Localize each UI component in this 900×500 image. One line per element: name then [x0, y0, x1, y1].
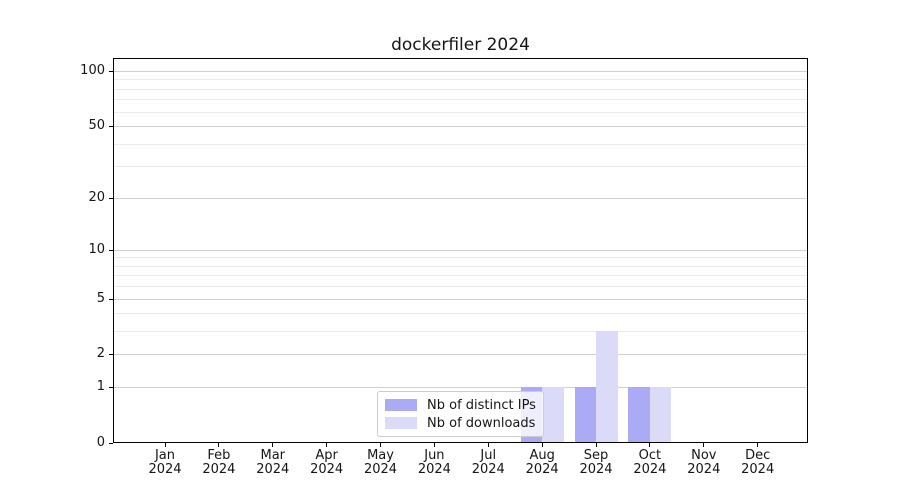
- bar-layer: [114, 59, 807, 442]
- x-tick-label: Jun 2024: [417, 448, 451, 477]
- x-tick-label: Jan 2024: [148, 448, 182, 477]
- minor-gridline: [114, 79, 807, 81]
- x-tick-mark: [326, 443, 328, 447]
- x-tick-mark: [164, 443, 166, 447]
- minor-gridline: [114, 166, 807, 168]
- y-tick-label: 50: [88, 118, 105, 134]
- minor-gridline: [114, 88, 807, 90]
- minor-gridline: [114, 331, 807, 333]
- major-gridline: [114, 249, 807, 251]
- x-tick-mark: [380, 443, 382, 447]
- y-tick-mark: [109, 298, 113, 300]
- y-tick-mark: [109, 354, 113, 356]
- legend-label-downloads: Nb of downloads: [427, 415, 536, 431]
- gridline-layer: [114, 59, 807, 442]
- y-tick-mark: [109, 387, 113, 389]
- legend: Nb of distinct IPs Nb of downloads: [377, 391, 544, 437]
- minor-gridline: [114, 265, 807, 267]
- x-tick-label: Sep 2024: [579, 448, 613, 477]
- x-tick-label: May 2024: [363, 448, 398, 477]
- x-tick-label: Nov 2024: [687, 448, 721, 477]
- legend-swatch-downloads: [385, 417, 417, 429]
- y-tick-label: 20: [88, 189, 105, 205]
- x-tick-mark: [541, 443, 543, 447]
- x-tick-label: Apr 2024: [310, 448, 344, 477]
- bar-downloads: [542, 387, 564, 442]
- bar-downloads: [596, 331, 618, 442]
- y-tick-mark: [109, 443, 113, 444]
- y-tick-label: 1: [96, 379, 105, 395]
- x-tick-label: Jul 2024: [471, 448, 505, 477]
- bar-distinct-ips: [628, 387, 650, 442]
- minor-gridline: [114, 99, 807, 101]
- y-tick-mark: [109, 249, 113, 251]
- bar-distinct-ips: [574, 387, 597, 442]
- legend-item-downloads: Nb of downloads: [385, 415, 543, 431]
- x-tick-label: Feb 2024: [202, 448, 236, 477]
- chart-title: dockerfiler 2024: [391, 35, 530, 55]
- x-tick-mark: [433, 443, 435, 447]
- x-tick-label: Oct 2024: [633, 448, 667, 477]
- y-tick-label: 5: [96, 290, 105, 306]
- x-tick-mark: [703, 443, 705, 447]
- minor-gridline: [114, 143, 807, 145]
- y-tick-label: 10: [88, 241, 105, 257]
- major-gridline: [114, 354, 807, 356]
- x-tick-mark: [649, 443, 651, 447]
- y-tick-label: 2: [96, 346, 105, 362]
- legend-item-distinct-ips: Nb of distinct IPs: [385, 397, 543, 413]
- y-tick-label: 100: [80, 62, 105, 78]
- major-gridline: [114, 387, 807, 389]
- minor-gridline: [114, 313, 807, 315]
- x-tick-label: Mar 2024: [256, 448, 290, 477]
- x-tick-label: Aug 2024: [525, 448, 559, 477]
- legend-label-distinct-ips: Nb of distinct IPs: [427, 397, 536, 413]
- minor-gridline: [114, 286, 807, 288]
- y-tick-mark: [109, 70, 113, 72]
- major-gridline: [114, 126, 807, 128]
- x-tick-label: Dec 2024: [741, 448, 775, 477]
- x-tick-mark: [218, 443, 220, 447]
- minor-gridline: [114, 257, 807, 259]
- bar-downloads: [649, 387, 672, 442]
- y-tick-label: 0: [96, 435, 105, 450]
- legend-swatch-distinct-ips: [385, 399, 417, 411]
- major-gridline: [114, 70, 807, 72]
- major-gridline: [114, 298, 807, 300]
- major-gridline: [114, 197, 807, 199]
- minor-gridline: [114, 275, 807, 277]
- y-tick-mark: [109, 126, 113, 128]
- x-tick-mark: [595, 443, 597, 447]
- x-tick-mark: [272, 443, 274, 447]
- plot-area: Nb of distinct IPs Nb of downloads: [113, 58, 808, 443]
- x-tick-mark: [487, 443, 489, 447]
- y-tick-mark: [109, 197, 113, 199]
- x-tick-mark: [757, 443, 759, 447]
- minor-gridline: [114, 111, 807, 113]
